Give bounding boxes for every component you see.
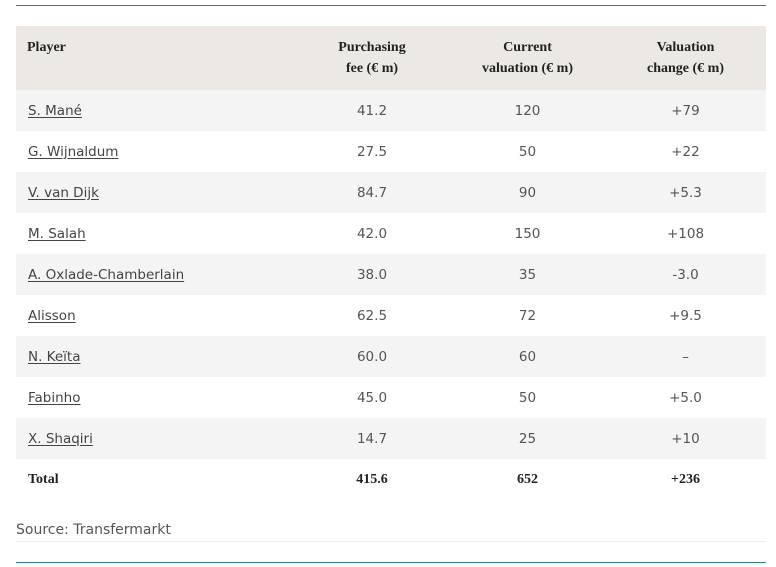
- table-row: A. Oxlade-Chamberlain 38.0 35 -3.0: [16, 254, 766, 295]
- fee-cell: 38.0: [356, 266, 388, 283]
- transfer-table: Player Purchasing fee (€ m) Current valu…: [16, 26, 766, 500]
- valuation-cell: 150: [514, 225, 541, 242]
- total-fee: 415.6: [356, 471, 388, 487]
- valuation-cell: 50: [518, 143, 537, 160]
- table-row: Fabinho 45.0 50 +5.0: [16, 377, 766, 418]
- player-cell: Alisson: [16, 295, 294, 336]
- player-link[interactable]: S. Mané: [28, 102, 82, 119]
- header-fee-line1: Purchasing: [338, 40, 406, 55]
- player-link[interactable]: V. van Dijk: [28, 184, 99, 201]
- bottom-divider: [16, 562, 766, 563]
- player-link[interactable]: M. Salah: [28, 225, 86, 242]
- header-valuation-line1: Current: [503, 40, 552, 55]
- player-cell: S. Mané: [16, 90, 294, 131]
- fee-cell: 41.2: [356, 102, 388, 119]
- change-cell: +79: [671, 102, 700, 119]
- change-cell: –: [682, 348, 689, 365]
- player-cell: X. Shaqiri: [16, 418, 294, 459]
- valuation-cell: 90: [518, 184, 537, 201]
- table-header: Player Purchasing fee (€ m) Current valu…: [16, 26, 766, 90]
- change-cell: +5.3: [669, 184, 702, 201]
- fee-cell: 27.5: [356, 143, 388, 160]
- change-cell: -3.0: [672, 266, 699, 283]
- valuation-cell: 72: [518, 307, 537, 324]
- valuation-cell: 50: [518, 389, 537, 406]
- player-cell: M. Salah: [16, 213, 294, 254]
- table-row: Alisson 62.5 72 +9.5: [16, 295, 766, 336]
- fee-cell: 14.7: [356, 430, 388, 447]
- player-cell: N. Keïta: [16, 336, 294, 377]
- change-cell: +22: [671, 143, 700, 160]
- total-change: +236: [671, 471, 700, 487]
- fee-cell: 42.0: [356, 225, 388, 242]
- header-fee-line2: fee (€ m): [345, 61, 399, 76]
- player-link[interactable]: G. Wijnaldum: [28, 143, 119, 160]
- header-change-line1: Valuation: [656, 40, 715, 55]
- player-link[interactable]: Alisson: [28, 307, 76, 324]
- fee-cell: 60.0: [356, 348, 388, 365]
- header-player-label: Player: [27, 40, 66, 55]
- player-link[interactable]: A. Oxlade-Chamberlain: [28, 266, 185, 283]
- total-row: Total 415.6 652 +236: [16, 459, 766, 500]
- player-link[interactable]: Fabinho: [28, 389, 81, 406]
- valuation-cell: 25: [518, 430, 537, 447]
- header-change-line2: change (€ m): [647, 61, 724, 76]
- fee-cell: 62.5: [356, 307, 388, 324]
- table-row: N. Keïta 60.0 60 –: [16, 336, 766, 377]
- change-cell: +5.0: [669, 389, 702, 406]
- player-cell: V. van Dijk: [16, 172, 294, 213]
- header-valuation: Current valuation (€ m): [450, 26, 605, 90]
- table-row: M. Salah 42.0 150 +108: [16, 213, 766, 254]
- player-cell: Fabinho: [16, 377, 294, 418]
- change-cell: +10: [671, 430, 700, 447]
- source-divider: [16, 541, 766, 542]
- valuation-cell: 60: [518, 348, 537, 365]
- top-divider: [16, 5, 766, 6]
- table-row: G. Wijnaldum 27.5 50 +22: [16, 131, 766, 172]
- player-cell: G. Wijnaldum: [16, 131, 294, 172]
- player-cell: A. Oxlade-Chamberlain: [16, 254, 294, 295]
- player-link[interactable]: X. Shaqiri: [28, 430, 93, 447]
- fee-cell: 45.0: [356, 389, 388, 406]
- total-valuation: 652: [517, 471, 538, 487]
- header-change: Valuation change (€ m): [605, 26, 766, 90]
- source-note: Source: Transfermarkt: [16, 522, 171, 538]
- table-footer: Total 415.6 652 +236: [16, 459, 766, 500]
- fee-cell: 84.7: [356, 184, 388, 201]
- header-row: Player Purchasing fee (€ m) Current valu…: [16, 26, 766, 90]
- header-fee: Purchasing fee (€ m): [294, 26, 450, 90]
- player-link[interactable]: N. Keïta: [28, 348, 81, 365]
- table-row: X. Shaqiri 14.7 25 +10: [16, 418, 766, 459]
- valuation-cell: 35: [518, 266, 537, 283]
- table-body: S. Mané 41.2 120 +79 G. Wijnaldum 27.5 5…: [16, 90, 766, 459]
- valuation-cell: 120: [514, 102, 541, 119]
- total-label: Total: [28, 471, 59, 487]
- header-player: Player: [16, 26, 294, 90]
- change-cell: +108: [666, 225, 705, 242]
- table-row: V. van Dijk 84.7 90 +5.3: [16, 172, 766, 213]
- table-row: S. Mané 41.2 120 +79: [16, 90, 766, 131]
- change-cell: +9.5: [669, 307, 702, 324]
- header-valuation-line2: valuation (€ m): [482, 61, 573, 76]
